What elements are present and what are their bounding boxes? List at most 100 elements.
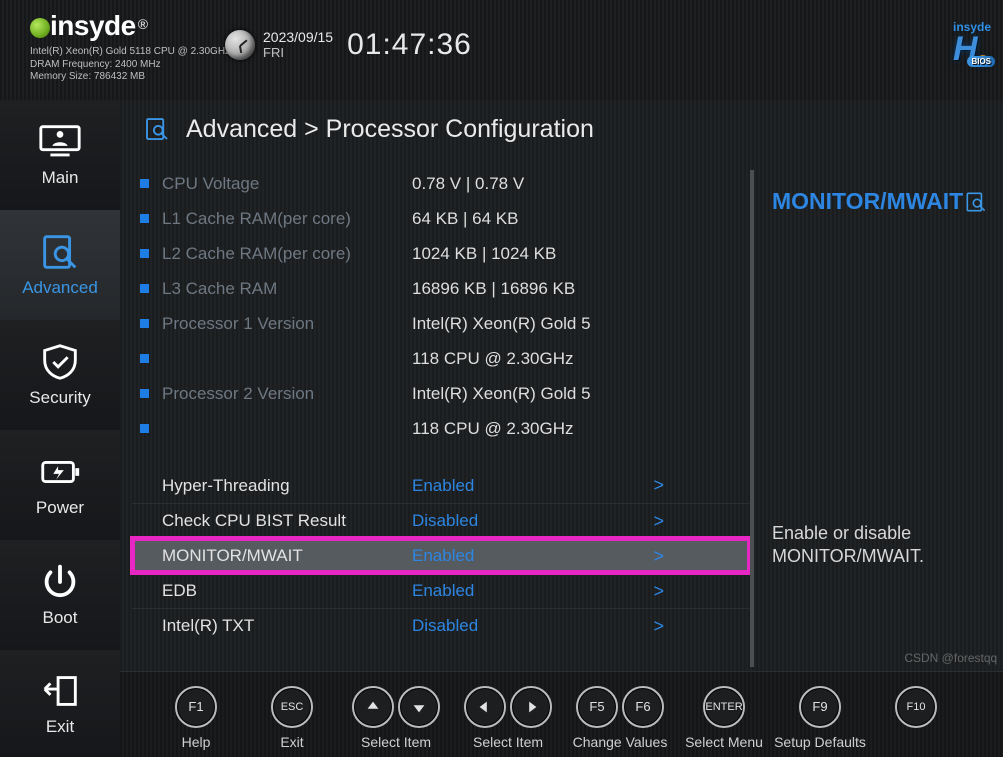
bullet-icon [140, 424, 149, 433]
footer-label: Help [182, 734, 211, 750]
option-row[interactable]: Check CPU BIST ResultDisabled> [132, 503, 750, 538]
info-label: L2 Cache RAM(per core) [162, 244, 412, 264]
info-value: 16896 KB | 16896 KB [412, 279, 750, 299]
keycap[interactable] [352, 686, 394, 728]
keycap[interactable] [510, 686, 552, 728]
info-row: L2 Cache RAM(per core) 1024 KB | 1024 KB [132, 236, 750, 271]
footer-label: Exit [280, 734, 303, 750]
chevron-right-icon: > [642, 475, 672, 496]
keycap[interactable]: F9 [799, 686, 841, 728]
footer-bar: F1 Help ESC Exit Select Item Select Item F5F6 C… [120, 671, 1003, 757]
exit-icon [37, 671, 83, 711]
footer-group: F9 Setup Defaults [772, 686, 868, 750]
footer-label: Select Item [473, 734, 543, 750]
footer-label: Setup Defaults [774, 734, 866, 750]
footer-label: Select Item [361, 734, 431, 750]
sidebar-item-label: Advanced [22, 278, 98, 298]
info-row: 118 CPU @ 2.30GHz [132, 411, 750, 446]
sidebar-item-exit[interactable]: Exit [0, 650, 120, 757]
keycap[interactable]: ESC [271, 686, 313, 728]
vendor-logo-h2: H2 BIOS [953, 34, 991, 65]
sidebar-item-security[interactable]: Security [0, 320, 120, 430]
footer-group: F1 Help [148, 686, 244, 750]
search-doc-icon [963, 189, 989, 215]
info-label: Processor 1 Version [162, 314, 412, 334]
bullet-icon [140, 354, 149, 363]
bios-badge: BIOS [967, 56, 995, 67]
sidebar-item-main[interactable]: Main [0, 100, 120, 210]
info-row: L3 Cache RAM16896 KB | 16896 KB [132, 271, 750, 306]
info-row: CPU Voltage0.78 V | 0.78 V [132, 166, 750, 201]
bullet-icon [140, 284, 149, 293]
shield-icon [37, 342, 83, 382]
keycap[interactable]: F10 [895, 686, 937, 728]
footer-label: Change Values [573, 734, 668, 750]
option-row[interactable]: Hyper-ThreadingEnabled> [132, 468, 750, 503]
keycap[interactable] [464, 686, 506, 728]
sidebar-item-label: Main [42, 168, 79, 188]
sidebar-item-label: Boot [43, 608, 78, 628]
info-label: CPU Voltage [162, 174, 412, 194]
sidebar-item-label: Power [36, 498, 84, 518]
keycap[interactable]: F5 [576, 686, 618, 728]
brand: insyde ® [30, 10, 983, 42]
info-value: 64 KB | 64 KB [412, 209, 750, 229]
chevron-right-icon: > [642, 581, 672, 602]
footer-group: ESC Exit [244, 686, 340, 750]
system-info: Intel(R) Xeon(R) Gold 5118 CPU @ 2.30GHz… [30, 46, 983, 84]
option-row[interactable]: MONITOR/MWAITEnabled> [132, 538, 750, 573]
option-label: MONITOR/MWAIT [162, 546, 412, 566]
info-row: L1 Cache RAM(per core) 64 KB | 64 KB [132, 201, 750, 236]
topbar: insyde ® Intel(R) Xeon(R) Gold 5118 CPU … [0, 0, 1003, 100]
footer-group: Select Item [452, 686, 564, 750]
keycap[interactable]: F6 [622, 686, 664, 728]
bullet-icon [140, 214, 149, 223]
watermark: CSDN @forestqq [904, 651, 997, 665]
sidebar-item-advanced[interactable]: Advanced [0, 210, 120, 320]
sidebar: Main Advanced Security Power [0, 100, 120, 757]
footer-label: Select Menu [685, 734, 763, 750]
footer-group: F10 [868, 686, 964, 750]
option-value: Enabled [412, 546, 642, 566]
battery-icon [37, 452, 83, 492]
option-row[interactable]: Intel(R) TXTDisabled> [132, 608, 750, 643]
search-doc-icon [142, 114, 172, 144]
keycap[interactable] [398, 686, 440, 728]
option-value: Disabled [412, 616, 642, 636]
search-doc-icon [37, 232, 83, 272]
sys-dram: DRAM Frequency: 2400 MHz [30, 59, 983, 72]
clock: 2023/09/15 FRI 01:47:36 [225, 28, 472, 62]
clock-time: 01:47:36 [347, 28, 472, 62]
sidebar-item-power[interactable]: Power [0, 430, 120, 540]
info-label: L3 Cache RAM [162, 279, 412, 299]
clock-date: 2023/09/15 [263, 29, 333, 45]
keycap[interactable]: F1 [175, 686, 217, 728]
bullet-icon [140, 249, 149, 258]
breadcrumb-text: Advanced > Processor Configuration [186, 115, 594, 144]
vendor-logo: insyde H2 BIOS [953, 20, 991, 65]
clock-icon [225, 30, 255, 60]
sidebar-item-boot[interactable]: Boot [0, 540, 120, 650]
power-cycle-icon [37, 562, 83, 602]
chevron-right-icon: > [642, 616, 672, 637]
info-value: 0.78 V | 0.78 V [412, 174, 750, 194]
footer-group: F5F6 Change Values [564, 686, 676, 750]
brand-text: insyde [50, 10, 136, 42]
info-value: 118 CPU @ 2.30GHz [412, 349, 750, 369]
bullet-icon [140, 389, 149, 398]
bullet-icon [140, 319, 149, 328]
info-label: Processor 2 Version [162, 384, 412, 404]
option-row[interactable]: EDBEnabled> [132, 573, 750, 608]
option-label: Check CPU BIST Result [162, 511, 412, 531]
footer-group: ENTER Select Menu [676, 686, 772, 750]
option-value: Enabled [412, 476, 642, 496]
sidebar-item-label: Security [29, 388, 90, 408]
settings-panel: CPU Voltage0.78 V | 0.78 VL1 Cache RAM(p… [120, 160, 750, 671]
option-value: Enabled [412, 581, 642, 601]
brand-dot-icon [30, 18, 50, 38]
info-value: Intel(R) Xeon(R) Gold 5 [412, 314, 750, 334]
option-value: Disabled [412, 511, 642, 531]
brand-registered-icon: ® [138, 16, 148, 32]
option-label: Hyper-Threading [162, 476, 412, 496]
keycap[interactable]: ENTER [703, 686, 745, 728]
